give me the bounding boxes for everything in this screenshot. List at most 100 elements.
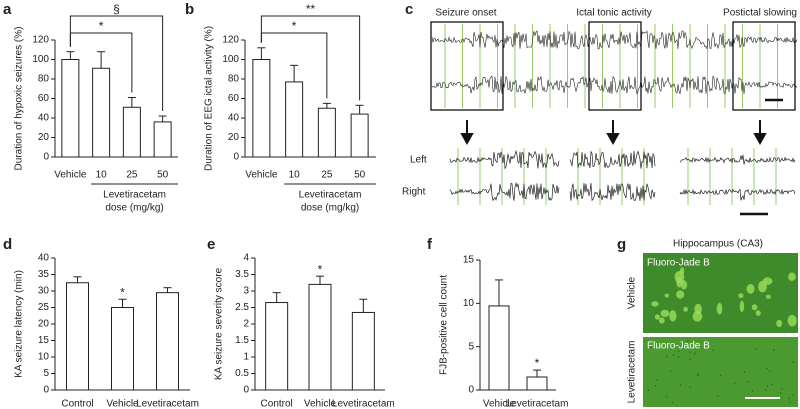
bar <box>156 292 179 391</box>
bar <box>122 106 141 158</box>
y-tick-label: 40 <box>38 253 50 264</box>
cell <box>739 300 745 313</box>
bar <box>265 302 289 391</box>
significance-label: * <box>318 262 323 276</box>
y-tick-label: 3 <box>243 286 249 297</box>
bar <box>526 376 548 391</box>
significance-bracket <box>69 15 164 112</box>
y-tick-label: 3.5 <box>235 269 249 280</box>
channel-label: Left <box>410 155 427 166</box>
cell <box>751 304 758 311</box>
y-tick-label: 100 <box>222 54 239 65</box>
y-tick-label: 120 <box>222 35 239 46</box>
x-tick-label: Vehicle <box>304 399 337 409</box>
cell <box>669 310 677 322</box>
cells <box>647 267 797 404</box>
speck <box>766 385 769 387</box>
cell <box>679 267 685 275</box>
significance-label: ** <box>306 2 316 16</box>
y-axis-label: Duration of EEG ictal activity (%) <box>204 26 215 171</box>
cell <box>788 272 796 281</box>
speck <box>656 378 659 381</box>
bar <box>111 307 134 391</box>
bar <box>350 113 369 158</box>
zoom-boxes <box>430 21 796 216</box>
x-tick-label: Levetiracetam <box>506 399 569 409</box>
eeg-traces <box>431 24 798 205</box>
y-axis-label: Duration of hypoxic seizures (%) <box>14 27 25 171</box>
significance-label: * <box>120 285 125 299</box>
bar <box>317 107 336 158</box>
y-tick-label: 10 <box>38 352 50 363</box>
speck <box>669 370 672 373</box>
speck <box>647 389 650 391</box>
y-tick-label: 80 <box>228 74 240 85</box>
bar <box>153 121 172 158</box>
y-tick-label: 4 <box>243 253 249 264</box>
significance-bracket <box>69 32 133 93</box>
y-tick-label: 80 <box>38 74 50 85</box>
x-tick-label: 10 <box>96 170 108 181</box>
phase-label: Postictal slowing <box>723 8 797 19</box>
eeg-trace <box>679 188 796 201</box>
cell <box>762 277 773 285</box>
x-tick-label: Vehicle <box>245 170 278 181</box>
panel-letter: d <box>3 236 12 253</box>
cell <box>765 294 771 299</box>
bar <box>285 81 304 158</box>
zoom-box <box>588 21 642 111</box>
speck <box>671 401 674 404</box>
y-axis-label: KA seizure latency (min) <box>14 270 25 378</box>
speck <box>689 358 692 361</box>
arrows <box>460 120 767 146</box>
arrow-head <box>753 133 767 146</box>
cell <box>738 293 744 299</box>
y-tick-label: 0 <box>243 385 249 396</box>
histology-image <box>643 337 798 407</box>
speck <box>697 374 699 377</box>
speck <box>650 346 652 348</box>
cell <box>755 310 761 316</box>
speck <box>717 395 719 397</box>
y-tick-label: 120 <box>32 35 49 46</box>
speck <box>771 383 773 386</box>
speck <box>764 389 767 391</box>
y-tick-label: 15 <box>38 335 50 346</box>
significance-bracket <box>260 15 361 101</box>
y-tick-label: 25 <box>38 302 50 313</box>
y-tick-label: 100 <box>32 54 49 65</box>
speck <box>766 367 769 370</box>
panel-letter: e <box>207 236 215 253</box>
x-tick-label: 10 <box>289 170 301 181</box>
speck <box>666 355 668 358</box>
speck <box>654 384 657 387</box>
significance-bracket <box>260 32 328 99</box>
y-tick-label: 15 <box>463 255 475 266</box>
x-tick-label: Vehicle <box>483 399 516 409</box>
eeg-trace <box>449 149 560 170</box>
y-tick-label: 20 <box>38 132 50 143</box>
significance-label: * <box>99 19 104 33</box>
speck <box>792 360 795 363</box>
y-axis-label: FJB-positive cell count <box>439 275 450 375</box>
speck <box>747 380 749 383</box>
y-tick-label: 2 <box>243 319 249 330</box>
panel-letter: a <box>3 1 12 18</box>
speck <box>773 349 775 351</box>
y-tick-label: 35 <box>38 269 50 280</box>
y-tick-label: 20 <box>228 132 240 143</box>
speck <box>677 350 680 352</box>
bar <box>488 305 510 391</box>
x-axis-label: Levetiracetam <box>299 190 362 201</box>
zoom-box <box>430 21 504 111</box>
speck <box>688 344 691 346</box>
speck <box>711 349 714 352</box>
cell <box>676 290 685 299</box>
speck <box>665 396 668 398</box>
bar <box>252 59 271 158</box>
y-tick-label: 1.5 <box>235 335 249 346</box>
panel-title: Hippocampus (CA3) <box>673 239 763 250</box>
speck <box>788 397 791 400</box>
cell <box>664 293 670 298</box>
eeg-trace <box>569 182 656 202</box>
